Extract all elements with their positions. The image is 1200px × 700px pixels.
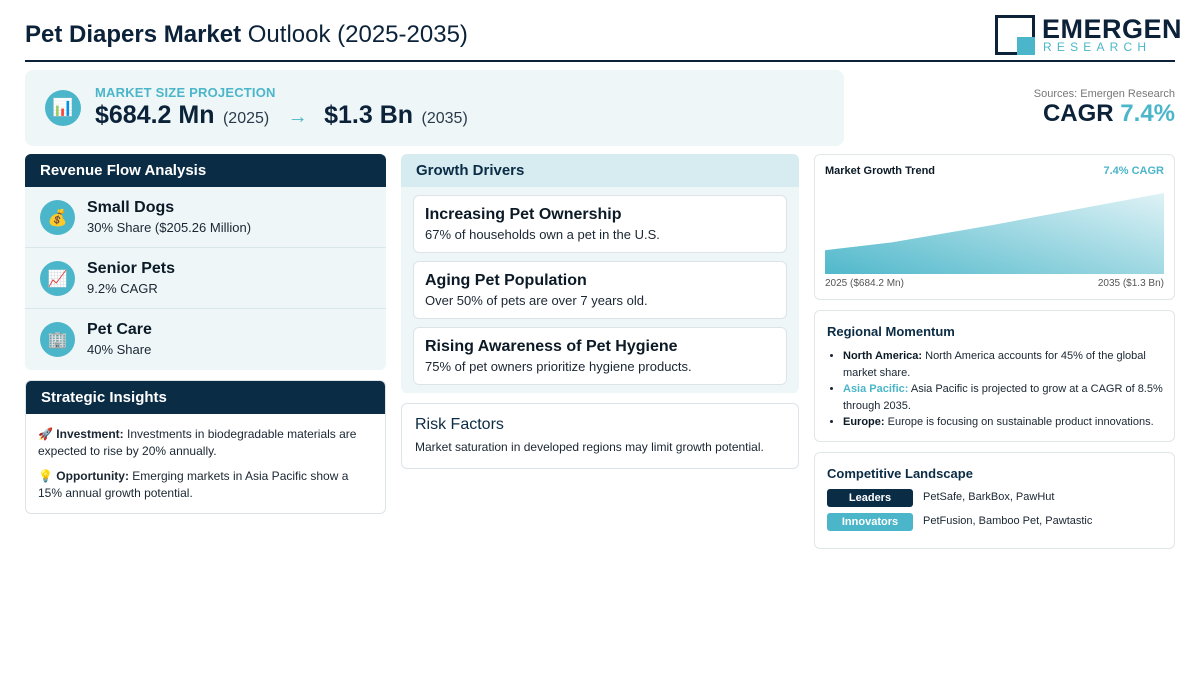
driver-item: Increasing Pet Ownership 67% of househol… (413, 195, 787, 253)
trend-cagr-label: 7.4% CAGR (1103, 165, 1164, 177)
insight-investment: 🚀 Investment: Investments in biodegradab… (26, 426, 385, 460)
region-label: North America: (843, 350, 923, 362)
insight-label: Investment: (56, 427, 124, 441)
cagr-value: 7.4% (1120, 100, 1175, 127)
driver-subtitle: Over 50% of pets are over 7 years old. (425, 293, 648, 308)
page-title: Pet Diapers Market Outlook (2025-2035) (25, 21, 468, 49)
projection-label: MARKET SIZE PROJECTION (95, 85, 276, 100)
trend-area-shade (825, 193, 1164, 274)
trend-title: Market Growth Trend (825, 165, 936, 177)
page-title-rest: Outlook (2025-2035) (247, 21, 468, 48)
revenue-item-pet-care: 🏢 Pet Care 40% Share (25, 309, 386, 370)
region-label: Europe: (843, 416, 885, 428)
growth-trend-chart (825, 193, 1164, 274)
trend-end-label: 2035 ($1.3 Bn) (1097, 278, 1164, 289)
region-text: Europe is focusing on sustainable produc… (887, 416, 1154, 428)
regional-momentum-title: Regional Momentum (827, 324, 955, 339)
insight-label: Opportunity: (56, 469, 129, 483)
growth-drivers-title: Growth Drivers (401, 154, 799, 187)
sources-note: Sources: Emergen Research (1033, 88, 1175, 100)
cagr-label: CAGR (1042, 100, 1114, 127)
driver-title: Increasing Pet Ownership (425, 206, 622, 223)
competitor-row-leaders: Leaders PetSafe, BarkBox, PawHut (827, 489, 1167, 507)
logo-name: EMERGEN (1042, 14, 1183, 44)
region-label: Asia Pacific: (843, 383, 909, 395)
revenue-item-title: Pet Care (87, 321, 152, 338)
cagr-summary: CAGR 7.4% (1043, 100, 1175, 128)
projection-end-year: (2035) (421, 110, 468, 127)
regional-list: North America: North America accounts fo… (843, 348, 1163, 431)
driver-subtitle: 75% of pet owners prioritize hygiene pro… (425, 359, 692, 374)
projection-values: $684.2 Mn (2025) → $1.3 Bn (2035) (95, 101, 468, 130)
lightbulb-icon: 💡 (38, 469, 53, 483)
risk-factors-title: Risk Factors (415, 416, 504, 433)
arrow-right-icon: → (287, 106, 308, 128)
competitive-landscape-title: Competitive Landscape (827, 466, 973, 481)
projection-end-value: $1.3 Bn (324, 101, 414, 129)
trend-start-label: 2025 ($684.2 Mn) (825, 278, 904, 289)
projection-start-value: $684.2 Mn (95, 101, 215, 129)
market-size-projection: 📊 MARKET SIZE PROJECTION $684.2 Mn (2025… (25, 70, 844, 146)
driver-item: Rising Awareness of Pet Hygiene 75% of p… (413, 327, 787, 385)
page-header: Pet Diapers Market Outlook (2025-2035) E… (25, 12, 1182, 62)
building-icon: 🏢 (40, 322, 75, 357)
market-growth-trend-card: Market Growth Trend 7.4% CAGR 2025 ($684… (814, 154, 1175, 300)
region-item-north-america: North America: North America accounts fo… (843, 348, 1163, 381)
innovators-badge: Innovators (827, 513, 913, 531)
revenue-item-subtitle: 40% Share (87, 342, 152, 357)
bar-chart-icon: 📊 (45, 90, 81, 126)
rocket-icon: 🚀 (38, 427, 53, 441)
region-item-europe: Europe: Europe is focusing on sustainabl… (843, 414, 1163, 431)
leaders-badge: Leaders (827, 489, 913, 507)
driver-subtitle: 67% of households own a pet in the U.S. (425, 227, 660, 242)
region-item-asia-pacific: Asia Pacific: Asia Pacific is projected … (843, 381, 1163, 414)
regional-momentum-card: Regional Momentum North America: North A… (814, 310, 1175, 442)
revenue-item-title: Senior Pets (87, 260, 176, 277)
revenue-item-subtitle: 30% Share ($205.26 Million) (87, 220, 252, 235)
insight-opportunity: 💡 Opportunity: Emerging markets in Asia … (26, 468, 385, 502)
competitor-row-innovators: Innovators PetFusion, Bamboo Pet, Pawtas… (827, 513, 1167, 531)
region-text: Asia Pacific is projected to grow at a C… (843, 383, 1163, 412)
driver-title: Rising Awareness of Pet Hygiene (425, 338, 678, 355)
revenue-item-subtitle: 9.2% CAGR (87, 281, 158, 296)
insight-text: Investments in biodegradable materials a… (38, 427, 357, 458)
revenue-item-senior-pets: 📈 Senior Pets 9.2% CAGR (25, 248, 386, 309)
revenue-flow-title: Revenue Flow Analysis (25, 154, 386, 187)
strategic-insights-title: Strategic Insights (26, 381, 385, 414)
logo-mark-icon (995, 15, 1035, 55)
growth-drivers-card: Growth Drivers Increasing Pet Ownership … (401, 154, 799, 393)
revenue-flow-card: Revenue Flow Analysis 💰 Small Dogs 30% S… (25, 154, 386, 370)
strategic-insights-card: Strategic Insights 🚀 Investment: Investm… (25, 380, 386, 514)
page-title-bold: Pet Diapers Market (25, 21, 242, 48)
competitor-names: PetFusion, Bamboo Pet, Pawtastic (923, 515, 1093, 527)
trend-up-icon: 📈 (40, 261, 75, 296)
insight-text: Emerging markets in Asia Pacific show a … (38, 469, 349, 500)
competitive-landscape-card: Competitive Landscape Leaders PetSafe, B… (814, 452, 1175, 549)
region-text: North America accounts for 45% of the gl… (843, 350, 1146, 379)
competitor-names: PetSafe, BarkBox, PawHut (923, 491, 1055, 503)
projection-start-year: (2025) (222, 110, 270, 127)
risk-factors-text: Market saturation in developed regions m… (415, 440, 764, 454)
money-bag-icon: 💰 (40, 200, 75, 235)
revenue-item-title: Small Dogs (87, 199, 175, 216)
risk-factors-card: Risk Factors Market saturation in develo… (401, 403, 799, 469)
emergen-logo: EMERGEN RESEARCH (995, 14, 1182, 56)
revenue-item-small-dogs: 💰 Small Dogs 30% Share ($205.26 Million) (25, 187, 386, 248)
driver-title: Aging Pet Population (425, 272, 587, 289)
driver-item: Aging Pet Population Over 50% of pets ar… (413, 261, 787, 319)
logo-subtitle: RESEARCH (1043, 40, 1152, 54)
